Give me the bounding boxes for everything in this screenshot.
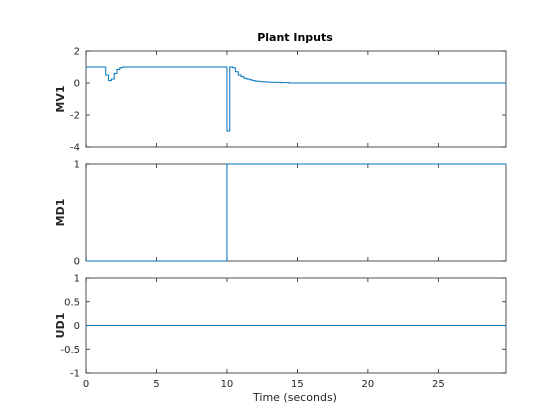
chart-title: Plant Inputs	[257, 31, 333, 44]
series-line-mv1	[86, 66, 506, 132]
subplot-md1: 0 1 MD1	[54, 160, 507, 268]
x-tick-label: 20	[362, 379, 375, 390]
subplot-mv1: -4 -2 0 2 MV1	[54, 47, 507, 154]
x-tick-label: 10	[221, 379, 234, 390]
axes-box	[85, 163, 507, 262]
y-tick-label: 0	[74, 257, 80, 268]
x-tick-label: 5	[153, 379, 159, 390]
axes-box	[85, 50, 507, 148]
y-tick-label: 1	[74, 274, 80, 285]
y-tick-label: -0.5	[60, 345, 80, 356]
y-tick-label: -1	[70, 369, 80, 380]
y-tick-label: -4	[70, 143, 80, 154]
y-axis-label: MV1	[54, 85, 67, 112]
y-tick-label: 2	[74, 47, 80, 58]
x-axis-label: Time (seconds)	[252, 391, 337, 404]
y-tick-label: 0.5	[64, 297, 80, 308]
y-axis-label: UD1	[54, 313, 67, 339]
x-tick-label: 25	[432, 379, 445, 390]
x-tick-label: 0	[83, 379, 89, 390]
y-axis-label: MD1	[54, 199, 67, 227]
y-tick-label: 0	[74, 321, 80, 332]
y-tick-label: 1	[74, 160, 80, 171]
series-line-md1	[86, 163, 506, 262]
y-tick-label: 0	[74, 79, 80, 90]
x-tick-label: 15	[291, 379, 304, 390]
y-tick-label: -2	[70, 111, 80, 122]
